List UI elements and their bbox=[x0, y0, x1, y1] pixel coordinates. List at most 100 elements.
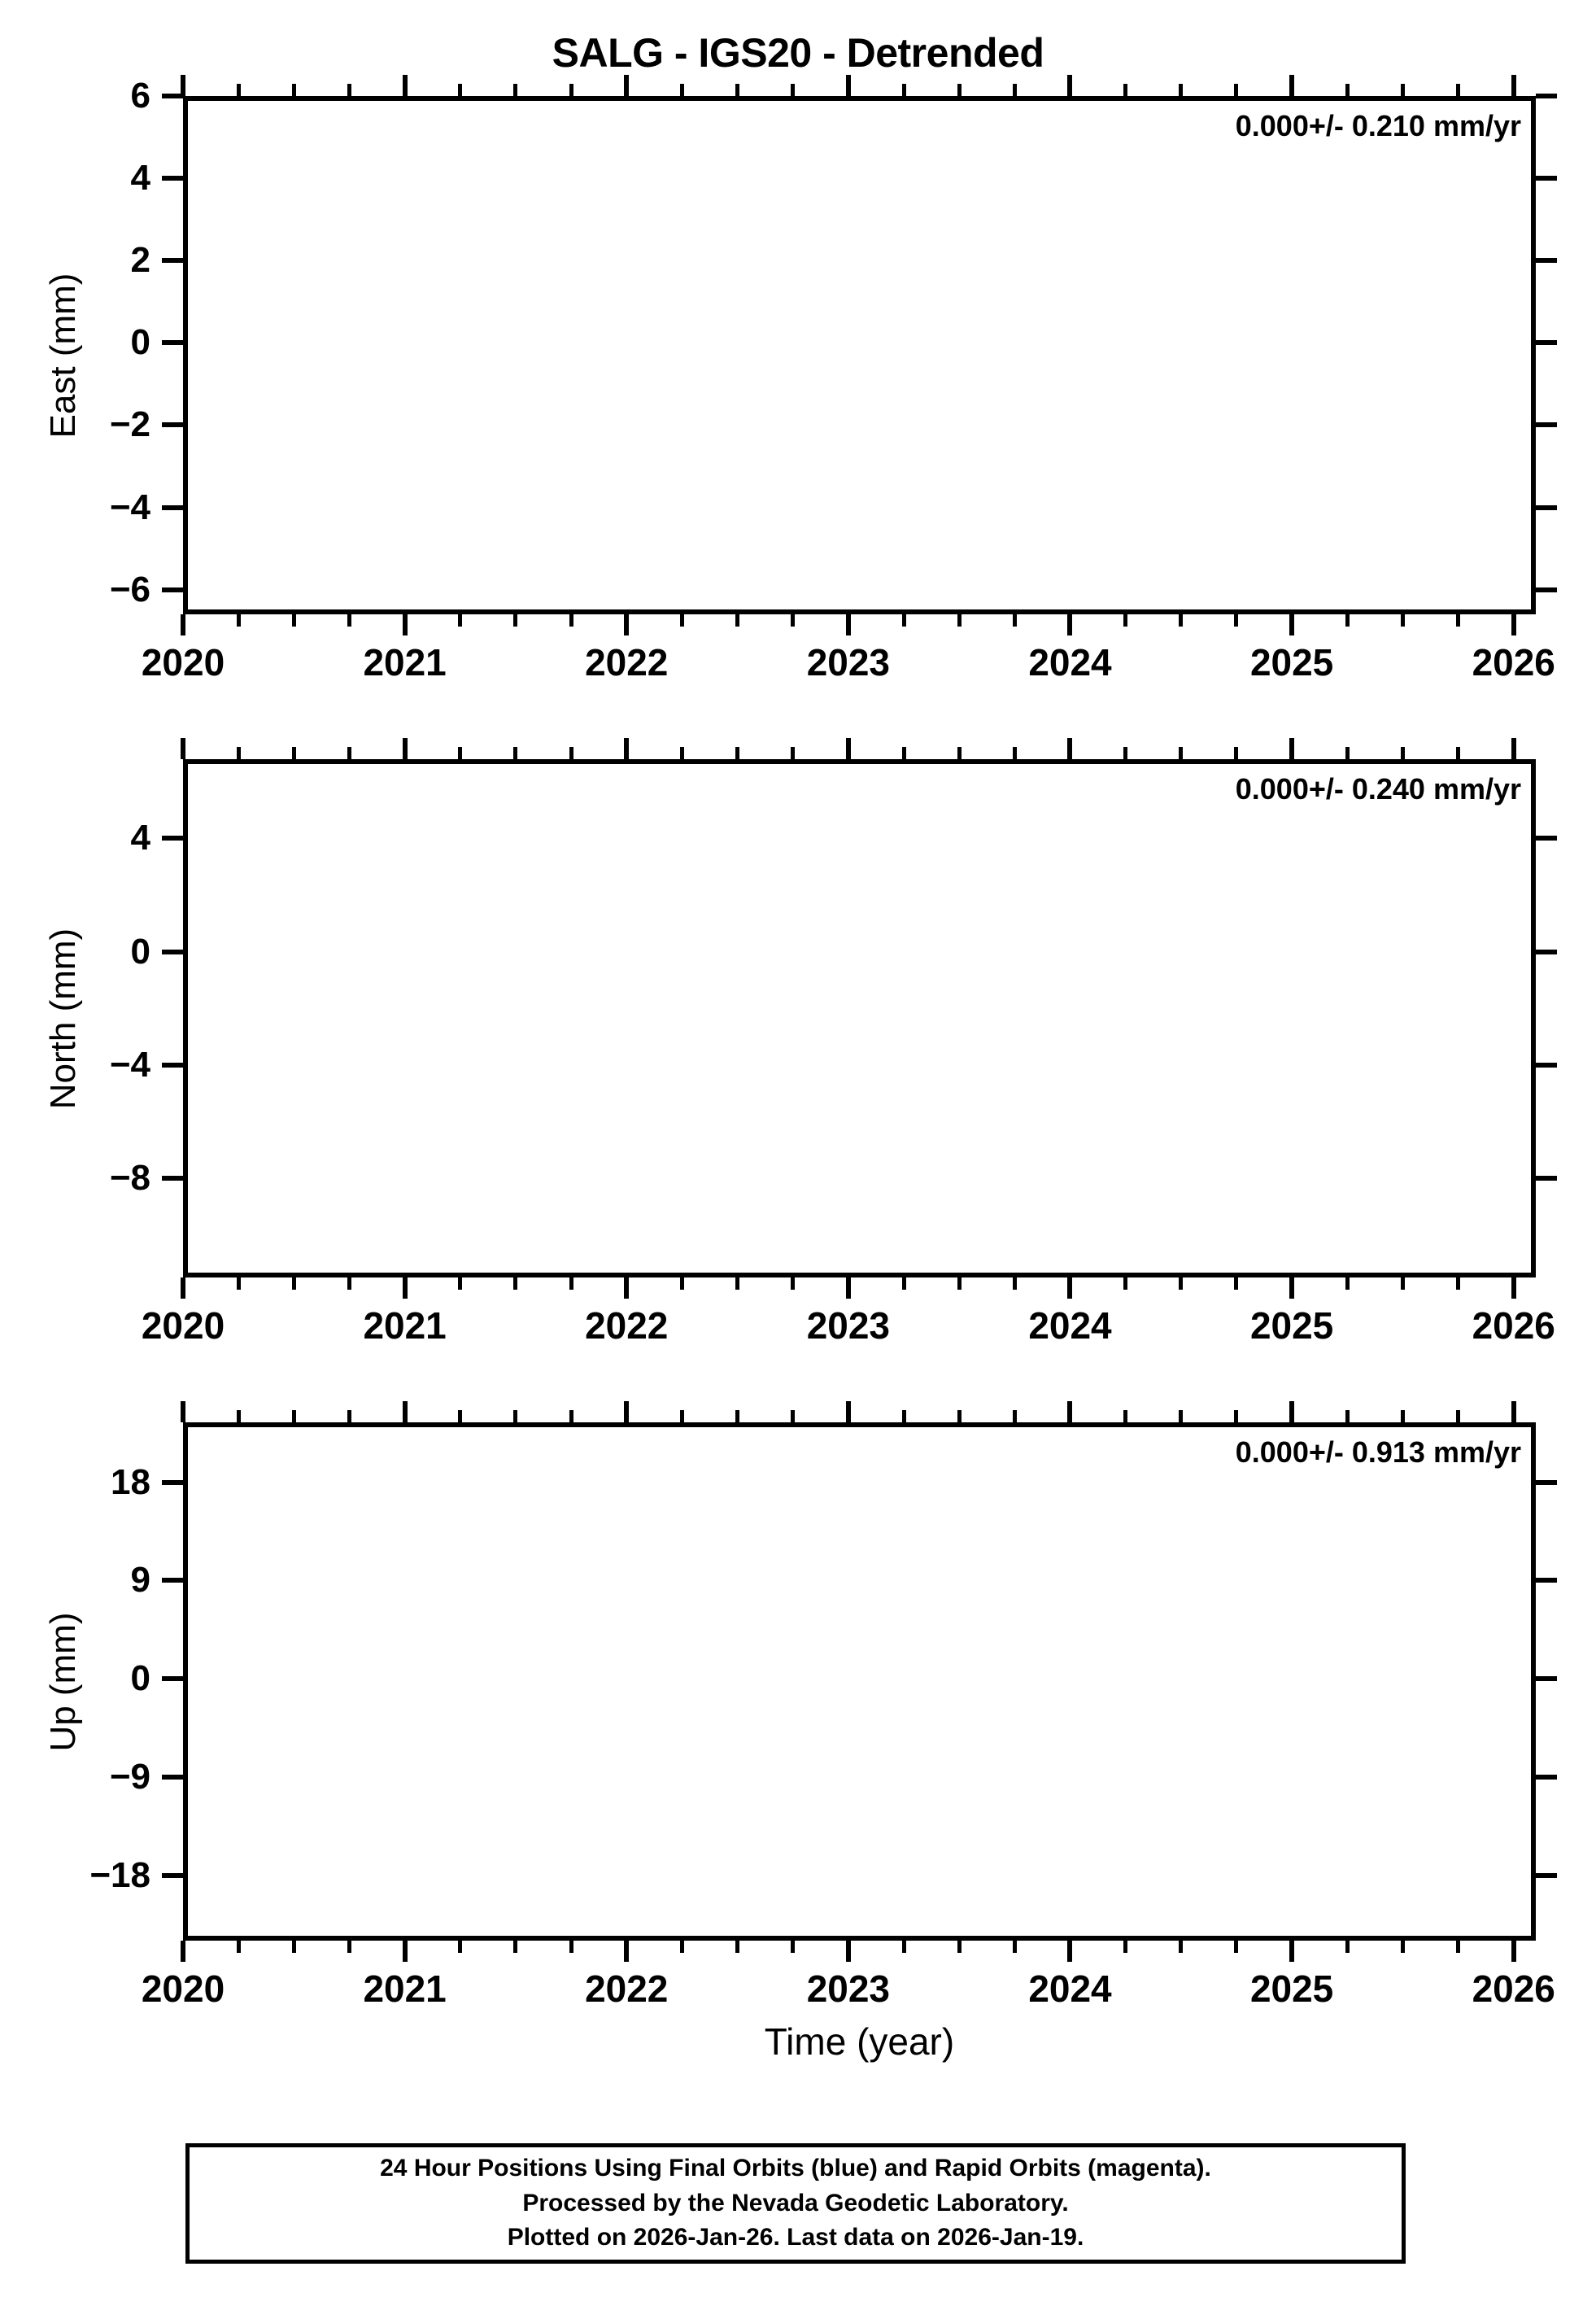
x-axis-minor-tick bbox=[735, 614, 740, 627]
x-axis-minor-tick bbox=[1123, 614, 1128, 627]
x-axis-minor-tick bbox=[1123, 1941, 1128, 1953]
east-plot-frame bbox=[183, 96, 1536, 614]
x-axis-top-tick bbox=[1179, 747, 1184, 759]
y-axis-right-tick bbox=[1536, 422, 1557, 428]
x-axis-minor-tick bbox=[735, 1277, 740, 1290]
x-axis-major-tick bbox=[624, 1941, 630, 1962]
x-axis-major-tick bbox=[181, 1277, 185, 1299]
x-axis-top-tick bbox=[901, 84, 906, 96]
x-axis-minor-tick bbox=[1456, 614, 1461, 627]
north-rate-annotation: 0.000+/- 0.240 mm/yr bbox=[1235, 772, 1521, 806]
x-axis-top-tick bbox=[347, 747, 351, 759]
x-axis-tick-label: 2026 bbox=[1472, 641, 1555, 684]
x-axis-minor-tick bbox=[458, 1277, 463, 1290]
x-axis-top-tick bbox=[957, 747, 962, 759]
x-axis-minor-tick bbox=[679, 1277, 684, 1290]
panel-east: 0.000+/- 0.210 mm/yr bbox=[175, 89, 1536, 614]
x-axis-top-tick bbox=[791, 84, 796, 96]
x-axis-minor-tick bbox=[236, 1277, 241, 1290]
y-axis-tick-label: −6 bbox=[109, 569, 150, 609]
x-axis-minor-tick bbox=[901, 1277, 906, 1290]
x-axis-tick-label: 2025 bbox=[1249, 1968, 1334, 2010]
x-axis-major-tick bbox=[1067, 1941, 1073, 1962]
y-axis-right-tick bbox=[1536, 1062, 1557, 1068]
x-axis-tick-label: 2025 bbox=[1249, 1304, 1334, 1347]
x-axis-top-tick bbox=[1179, 84, 1184, 96]
x-axis-tick-label: 2022 bbox=[585, 641, 669, 684]
x-axis-top-tick bbox=[513, 84, 518, 96]
y-axis-right-tick bbox=[1536, 949, 1557, 954]
x-axis-major-tick bbox=[845, 614, 851, 635]
x-axis-top-tick bbox=[1289, 738, 1295, 759]
x-axis-major-tick bbox=[402, 614, 408, 635]
x-axis-tick-label: 2021 bbox=[363, 641, 447, 684]
x-axis-minor-tick bbox=[1456, 1941, 1461, 1953]
x-axis-top-tick bbox=[735, 84, 740, 96]
y-axis-right-tick bbox=[1536, 1479, 1557, 1485]
x-axis-top-tick bbox=[679, 84, 684, 96]
x-axis-minor-tick bbox=[236, 1941, 241, 1953]
x-axis-major-tick bbox=[181, 614, 185, 635]
y-axis-tick bbox=[162, 836, 183, 841]
x-axis-minor-tick bbox=[347, 1277, 351, 1290]
y-axis-right-tick bbox=[1536, 1578, 1557, 1583]
x-axis-minor-tick bbox=[1400, 1941, 1405, 1953]
x-axis-top-tick bbox=[236, 84, 241, 96]
x-axis-minor-tick bbox=[1123, 1277, 1128, 1290]
x-axis-major-tick bbox=[181, 1941, 185, 1962]
x-axis-tick-label: 2021 bbox=[363, 1304, 447, 1347]
x-axis-minor-tick bbox=[1179, 1277, 1184, 1290]
y-axis-tick bbox=[162, 94, 183, 98]
x-axis-major-tick bbox=[1289, 1941, 1295, 1962]
x-axis-title: Time (year) bbox=[764, 2020, 955, 2063]
x-axis-top-tick bbox=[735, 1410, 740, 1422]
x-axis-tick-label: 2023 bbox=[806, 1304, 891, 1347]
x-axis-top-tick bbox=[957, 1410, 962, 1422]
x-axis-minor-tick bbox=[901, 614, 906, 627]
x-axis-tick-label: 2026 bbox=[1472, 1968, 1555, 2010]
x-axis-minor-tick bbox=[957, 1277, 962, 1290]
y-axis-title: North (mm) bbox=[43, 928, 83, 1109]
x-axis-major-tick bbox=[1511, 1941, 1516, 1962]
caption-line-1: 24 Hour Positions Using Final Orbits (bl… bbox=[380, 2155, 1211, 2182]
y-axis-right-tick bbox=[1536, 587, 1557, 592]
y-axis-tick-label: −18 bbox=[89, 1854, 150, 1895]
y-axis-tick bbox=[162, 587, 183, 592]
y-axis-tick bbox=[162, 1774, 183, 1780]
x-axis-minor-tick bbox=[1400, 614, 1405, 627]
x-axis-top-tick bbox=[569, 747, 573, 759]
x-axis-major-tick bbox=[624, 1277, 630, 1299]
page-title: SALG - IGS20 - Detrended bbox=[552, 30, 1044, 76]
x-axis-minor-tick bbox=[679, 1941, 684, 1953]
x-axis-top-tick bbox=[1067, 738, 1073, 759]
x-axis-top-tick bbox=[624, 738, 630, 759]
x-axis-top-tick bbox=[1511, 75, 1516, 96]
x-axis-major-tick bbox=[1511, 1277, 1516, 1299]
caption-line-3: Plotted on 2026-Jan-26. Last data on 202… bbox=[507, 2224, 1084, 2251]
y-axis-tick bbox=[162, 504, 183, 510]
y-axis-tick-label: 4 bbox=[130, 818, 150, 858]
x-axis-minor-tick bbox=[347, 1941, 351, 1953]
x-axis-top-tick bbox=[679, 747, 684, 759]
x-axis-tick-label: 2020 bbox=[141, 641, 225, 684]
y-axis-right-tick bbox=[1536, 504, 1557, 510]
x-axis-minor-tick bbox=[1012, 614, 1017, 627]
x-axis-major-tick bbox=[845, 1277, 851, 1299]
x-axis-top-tick bbox=[1012, 747, 1017, 759]
y-axis-title: Up (mm) bbox=[43, 1611, 83, 1752]
x-axis-major-tick bbox=[1067, 1277, 1073, 1299]
x-axis-minor-tick bbox=[236, 614, 241, 627]
x-axis-top-tick bbox=[291, 747, 296, 759]
x-axis-top-tick bbox=[402, 1401, 408, 1422]
x-axis-top-tick bbox=[1289, 1401, 1295, 1422]
x-axis-top-tick bbox=[1345, 747, 1350, 759]
x-axis-top-tick bbox=[402, 738, 408, 759]
x-axis-top-tick bbox=[845, 738, 851, 759]
x-axis-top-tick bbox=[845, 75, 851, 96]
y-axis-tick-label: −4 bbox=[109, 487, 150, 527]
x-axis-minor-tick bbox=[513, 1941, 518, 1953]
x-axis-minor-tick bbox=[291, 614, 296, 627]
y-axis-right-tick bbox=[1536, 94, 1557, 98]
y-axis-tick bbox=[162, 1578, 183, 1583]
x-axis-tick-label: 2022 bbox=[585, 1968, 669, 2010]
